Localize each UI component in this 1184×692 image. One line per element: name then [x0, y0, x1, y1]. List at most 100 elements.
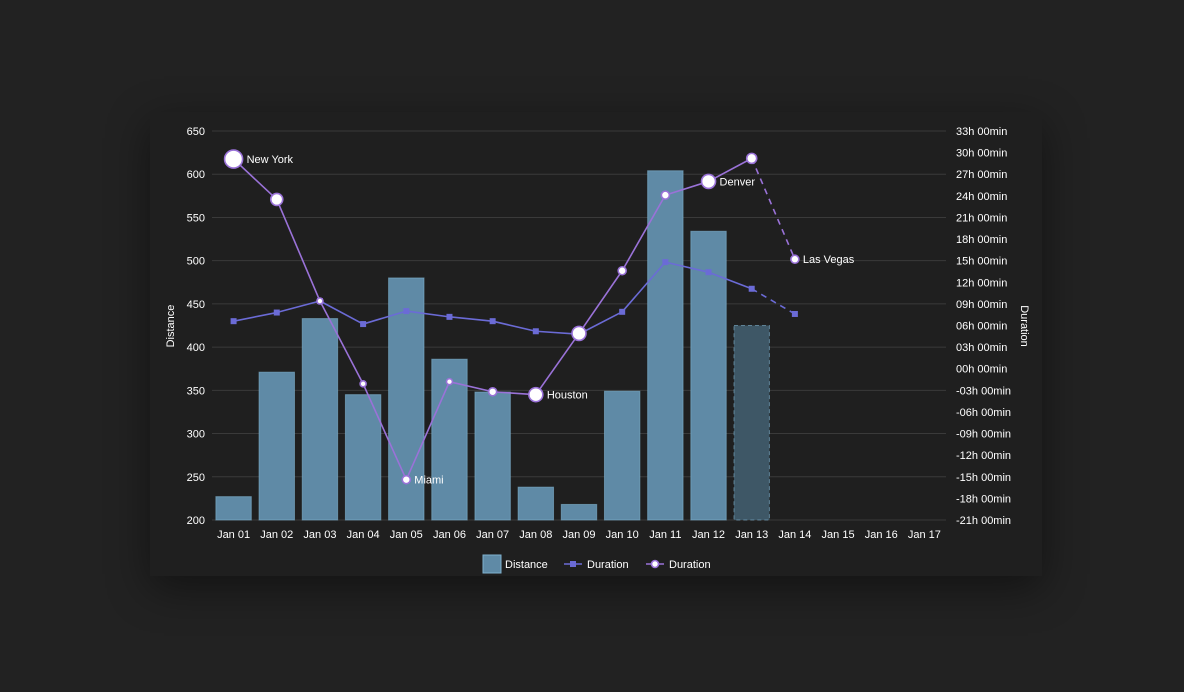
right-tick-label: 12h 00min	[956, 277, 1007, 289]
annotation-label: Miami	[414, 475, 443, 487]
series-line-segment	[276, 300, 321, 314]
annotation-label: Las Vegas	[803, 254, 855, 266]
left-tick-label: 200	[187, 515, 205, 527]
left-tick-label: 600	[187, 169, 205, 181]
legend-label: Distance	[505, 559, 548, 571]
right-tick-label: 24h 00min	[956, 191, 1007, 203]
distance-bar	[690, 230, 727, 521]
duration-markers	[223, 149, 800, 485]
left-tick-label: 350	[187, 385, 205, 397]
distance-bar	[733, 325, 770, 521]
left-tick-label: 250	[187, 472, 205, 484]
right-tick-label: -12h 00min	[956, 450, 1011, 462]
distance-bar	[215, 496, 252, 521]
circle-marker	[445, 377, 454, 386]
square-marker	[360, 321, 367, 328]
distance-bar	[474, 391, 511, 521]
distance-bar	[603, 390, 641, 521]
series-line-segment	[276, 199, 321, 302]
city-annotations: New York Miami Houston Denver Las Vegas	[247, 154, 855, 487]
series-line-segment	[535, 332, 580, 396]
right-tick-label: 27h 00min	[956, 169, 1007, 181]
square-marker	[489, 318, 496, 325]
right-tick-label: 09h 00min	[956, 299, 1007, 311]
x-tick-label: Jan 01	[217, 529, 250, 541]
right-tick-label: 00h 00min	[956, 364, 1007, 376]
series-line-segment	[708, 271, 752, 290]
square-marker	[230, 318, 237, 325]
circle-marker	[790, 254, 800, 265]
left-tick-label: 650	[187, 126, 205, 138]
circle-marker	[700, 173, 717, 190]
x-tick-label: Jan 03	[303, 529, 336, 541]
circle-marker	[359, 380, 367, 388]
right-tick-label: -09h 00min	[956, 429, 1011, 441]
series-line-segment	[405, 381, 451, 480]
circle-marker	[528, 386, 544, 403]
square-marker	[705, 269, 712, 276]
right-tick-label: 06h 00min	[956, 321, 1007, 333]
square-marker	[662, 259, 669, 266]
square-marker	[403, 308, 410, 315]
circle-marker	[487, 386, 498, 397]
distance-bar	[258, 371, 295, 521]
circle-marker	[316, 297, 324, 305]
x-tick-label: Jan 17	[908, 529, 941, 541]
series-line-segment	[708, 157, 753, 183]
series-line-segment	[362, 310, 407, 325]
right-tick-label: 15h 00min	[956, 256, 1007, 268]
left-tick-label: 300	[187, 429, 205, 441]
distance-bar	[517, 486, 555, 521]
x-tick-label: Jan 14	[778, 529, 811, 541]
right-tick-label: 33h 00min	[956, 126, 1007, 138]
circle-marker	[660, 190, 671, 200]
series-line-segment	[319, 300, 364, 325]
distance-bar	[647, 170, 684, 521]
square-marker	[273, 309, 280, 316]
distance-bar	[560, 503, 598, 521]
legend-label: Duration	[587, 559, 629, 571]
right-tick-label: 18h 00min	[956, 234, 1007, 246]
legend-swatch-square	[570, 561, 576, 567]
circle-marker	[617, 265, 627, 276]
right-tick-label: 30h 00min	[956, 148, 1007, 160]
left-axis-label: Distance	[165, 305, 177, 348]
x-tick-label: Jan 15	[822, 529, 855, 541]
circle-marker	[269, 192, 284, 207]
circle-marker	[745, 152, 758, 165]
annotation-label: Houston	[547, 390, 588, 402]
left-tick-label: 400	[187, 342, 205, 354]
series-line-segment	[750, 158, 796, 260]
x-tick-label: Jan 02	[260, 529, 293, 541]
x-tick-label: Jan 12	[692, 529, 725, 541]
left-axis-ticks: 200 250 300 350 400 450 500 550 600 650	[187, 126, 205, 527]
x-tick-label: Jan 04	[347, 529, 380, 541]
square-marker	[446, 313, 453, 320]
left-tick-label: 500	[187, 256, 205, 268]
square-marker	[791, 310, 798, 317]
right-tick-label: -15h 00min	[956, 472, 1011, 484]
x-tick-label: Jan 06	[433, 529, 466, 541]
series-line-segment	[406, 310, 450, 318]
right-axis-label: Duration	[1018, 305, 1030, 347]
right-tick-label: -03h 00min	[956, 385, 1011, 397]
legend-label: Duration	[669, 559, 711, 571]
x-tick-label: Jan 10	[606, 529, 639, 541]
distance-bar	[431, 358, 468, 521]
series-line-segment	[449, 316, 493, 322]
x-tick-label: Jan 07	[476, 529, 509, 541]
series-line-segment	[233, 158, 278, 201]
series-line-segment	[751, 288, 796, 315]
series-line-segment	[449, 380, 493, 393]
series-line-segment	[362, 383, 408, 480]
series-line-segment	[233, 311, 277, 322]
x-tick-label: Jan 16	[865, 529, 898, 541]
distance-bar	[301, 318, 339, 521]
annotation-label: Denver	[720, 176, 756, 188]
right-tick-label: 21h 00min	[956, 212, 1007, 224]
circle-marker	[571, 325, 587, 342]
legend-swatch-circle	[650, 559, 660, 569]
right-tick-label: -06h 00min	[956, 407, 1011, 419]
right-tick-label: -18h 00min	[956, 493, 1011, 505]
square-marker	[532, 328, 539, 335]
